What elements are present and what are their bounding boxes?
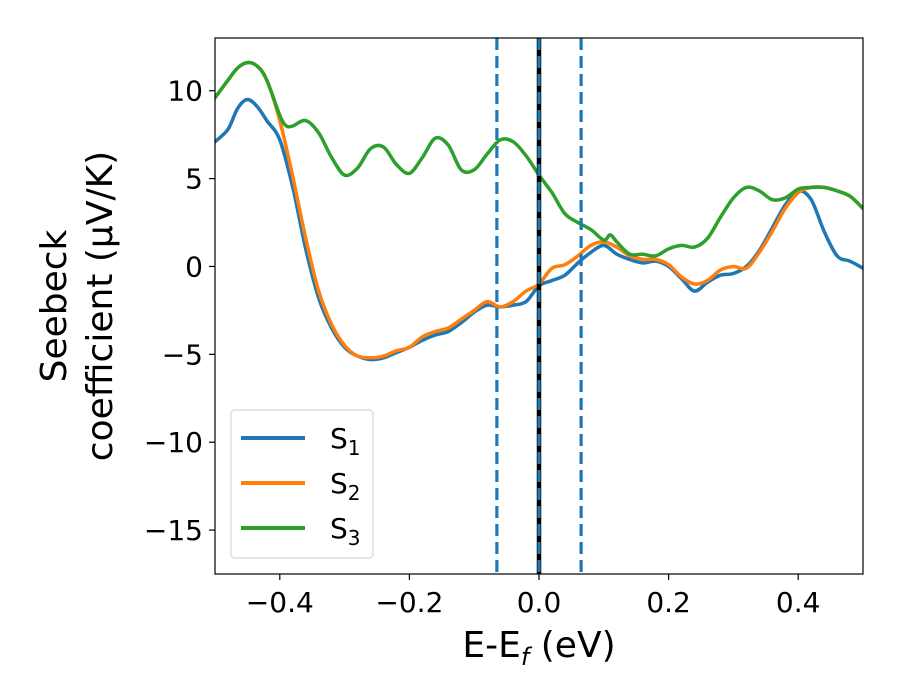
legend-label: S3 (330, 512, 361, 550)
series-layer (215, 60, 863, 362)
y-tick-label: 0 (185, 250, 203, 283)
y-axis: 10 5 0 −5 −10 −15 (144, 75, 215, 547)
series-line-s3 (215, 60, 863, 258)
x-tick-label: 0.4 (776, 586, 821, 619)
y-tick-label: −15 (144, 514, 203, 547)
x-tick-label: −0.4 (246, 586, 314, 619)
y-axis-title-line2: coefficient (μV/K) (80, 151, 121, 461)
y-tick-label: 10 (167, 75, 203, 108)
x-tick-label: −0.2 (375, 586, 443, 619)
x-tick-label: 0.2 (646, 586, 691, 619)
x-tick-label: 0.0 (517, 586, 562, 619)
x-axis-title-suffix: (eV) (529, 625, 615, 666)
y-tick-label: 5 (185, 163, 203, 196)
legend-label: S2 (330, 467, 361, 505)
series-line-s2 (215, 60, 863, 360)
legend-items: S1 S2 S3 (241, 422, 361, 550)
y-tick-label: −5 (162, 338, 203, 371)
x-axis: −0.4 −0.2 0.0 0.2 0.4 (246, 574, 821, 619)
x-axis-title-main: E-E (462, 625, 520, 666)
y-axis-title-line1: Seebeck (34, 229, 75, 382)
y-tick-label: −10 (144, 426, 203, 459)
legend: S1 S2 S3 (230, 409, 374, 559)
reference-lines (495, 38, 583, 574)
x-axis-title: E-Ef (eV) (462, 625, 615, 671)
legend-label: S1 (330, 422, 361, 460)
